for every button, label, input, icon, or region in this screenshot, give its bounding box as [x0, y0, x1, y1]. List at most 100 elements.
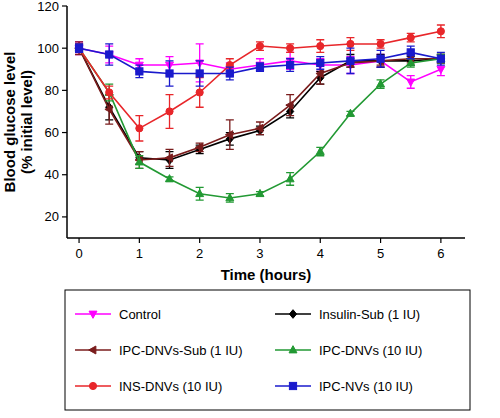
data-point — [165, 154, 172, 162]
data-point — [346, 109, 354, 116]
data-point — [196, 89, 203, 96]
data-point — [136, 68, 143, 75]
error-bar — [316, 57, 324, 70]
error-bar — [346, 48, 354, 73]
data-point — [196, 70, 203, 77]
error-bar — [75, 42, 83, 55]
data-point — [437, 66, 445, 73]
error-bar — [377, 50, 385, 67]
data-point — [226, 70, 233, 77]
data-point — [75, 45, 82, 52]
data-point — [166, 108, 173, 115]
y-tick — [62, 90, 67, 91]
data-point — [287, 61, 294, 68]
y-tick — [62, 216, 67, 217]
error-bar — [75, 42, 83, 55]
data-point — [196, 189, 204, 196]
legend-label: INS-DNVs (10 IU) — [119, 379, 222, 394]
error-bar — [437, 52, 445, 65]
x-tick — [320, 238, 321, 243]
data-point — [105, 52, 113, 59]
error-bar — [105, 86, 113, 99]
error-bar — [226, 194, 234, 202]
error-bar — [407, 46, 415, 59]
error-bar — [407, 76, 415, 89]
error-bar — [75, 44, 83, 52]
y-tick — [62, 5, 67, 6]
error-bar — [196, 143, 204, 151]
data-point — [135, 158, 143, 165]
x-tick-label: 4 — [317, 246, 324, 261]
error-bar — [166, 61, 174, 86]
data-point — [317, 42, 324, 49]
error-bar — [437, 55, 445, 63]
error-bar — [437, 55, 445, 63]
series — [75, 42, 445, 88]
x-tick-label: 2 — [196, 246, 203, 261]
data-point — [407, 79, 415, 86]
data-point — [347, 57, 354, 64]
error-bar — [105, 84, 113, 101]
data-point — [106, 89, 113, 96]
error-bar — [437, 55, 445, 63]
error-bar — [256, 59, 264, 72]
y-tick-label: 120 — [37, 0, 59, 14]
error-bar — [377, 80, 385, 88]
series-line — [79, 48, 441, 198]
y-tick-label: 80 — [45, 83, 59, 98]
error-bar — [256, 42, 264, 50]
data-point — [136, 125, 143, 132]
data-point — [316, 147, 324, 154]
error-bar — [75, 44, 83, 52]
error-bar — [166, 95, 174, 129]
data-point — [75, 44, 82, 52]
data-point — [166, 70, 173, 77]
data-point — [75, 44, 82, 53]
x-axis-label: Time (hours) — [221, 266, 312, 283]
data-point — [75, 44, 83, 51]
data-point — [377, 55, 384, 62]
x-tick-label: 5 — [377, 246, 384, 261]
y-axis-label: Blood glucose level — [1, 52, 18, 193]
series — [75, 25, 445, 141]
legend-label: Insulin-Sub (1 IU) — [319, 307, 420, 322]
series-line — [79, 48, 441, 73]
data-point — [226, 194, 234, 201]
error-bar — [286, 59, 294, 72]
plot-area — [75, 25, 445, 202]
error-bar — [196, 61, 204, 86]
data-point — [407, 59, 415, 66]
x-tick — [440, 238, 441, 243]
error-bar — [135, 116, 143, 141]
data-point — [256, 64, 263, 71]
legend-marker — [89, 311, 97, 318]
data-point — [286, 101, 293, 109]
data-point — [437, 54, 445, 61]
y-axis — [66, 6, 68, 238]
series — [75, 44, 445, 202]
y-tick-label: 60 — [45, 125, 59, 140]
error-bar — [75, 44, 83, 52]
error-bar — [135, 65, 143, 78]
data-point — [256, 42, 263, 49]
series-line — [79, 48, 441, 160]
data-point — [377, 80, 385, 87]
y-tick-label: 40 — [45, 167, 59, 182]
data-point — [377, 40, 384, 47]
error-bar — [105, 44, 113, 65]
data-point — [75, 45, 83, 52]
data-point — [347, 40, 354, 47]
y-tick-label: 20 — [45, 209, 59, 224]
data-point — [287, 45, 294, 52]
series-line — [79, 48, 441, 82]
data-point — [286, 175, 294, 182]
data-point — [437, 55, 444, 63]
y-axis-label: (% initial level) — [18, 70, 35, 174]
chart: 012345620406080100120Time (hours)Blood g… — [0, 0, 500, 418]
error-bar — [256, 63, 264, 71]
x-tick-label: 3 — [256, 246, 263, 261]
data-point — [256, 124, 263, 132]
series — [75, 44, 445, 169]
data-point — [106, 51, 113, 58]
data-point — [166, 175, 174, 182]
